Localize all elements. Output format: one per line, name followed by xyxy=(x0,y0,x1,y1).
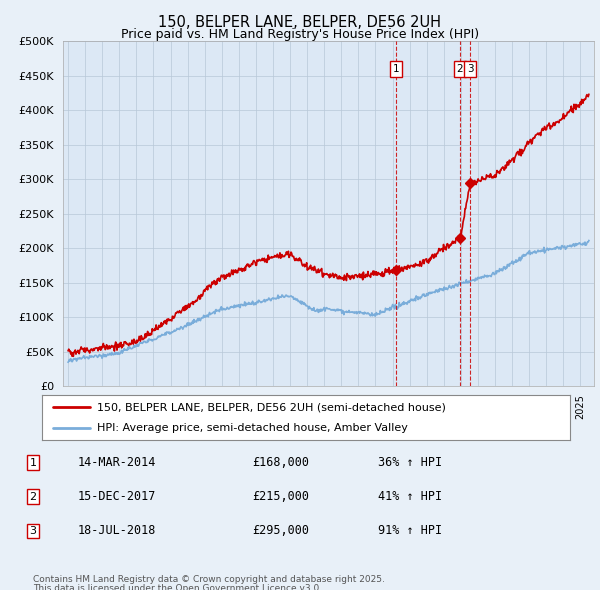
Text: 91% ↑ HPI: 91% ↑ HPI xyxy=(378,525,442,537)
Text: 3: 3 xyxy=(467,64,473,74)
Text: 150, BELPER LANE, BELPER, DE56 2UH: 150, BELPER LANE, BELPER, DE56 2UH xyxy=(158,15,442,30)
Text: 36% ↑ HPI: 36% ↑ HPI xyxy=(378,456,442,469)
Text: 14-MAR-2014: 14-MAR-2014 xyxy=(78,456,157,469)
Text: 18-JUL-2018: 18-JUL-2018 xyxy=(78,525,157,537)
Text: 1: 1 xyxy=(392,64,399,74)
Text: 150, BELPER LANE, BELPER, DE56 2UH (semi-detached house): 150, BELPER LANE, BELPER, DE56 2UH (semi… xyxy=(97,402,446,412)
Text: Contains HM Land Registry data © Crown copyright and database right 2025.: Contains HM Land Registry data © Crown c… xyxy=(33,575,385,584)
Text: £295,000: £295,000 xyxy=(252,525,309,537)
Text: £215,000: £215,000 xyxy=(252,490,309,503)
Text: 15-DEC-2017: 15-DEC-2017 xyxy=(78,490,157,503)
Text: 41% ↑ HPI: 41% ↑ HPI xyxy=(378,490,442,503)
Text: 1: 1 xyxy=(29,458,37,467)
Text: This data is licensed under the Open Government Licence v3.0.: This data is licensed under the Open Gov… xyxy=(33,584,322,590)
Text: HPI: Average price, semi-detached house, Amber Valley: HPI: Average price, semi-detached house,… xyxy=(97,422,409,432)
Text: 2: 2 xyxy=(29,492,37,502)
Text: 3: 3 xyxy=(29,526,37,536)
Text: £168,000: £168,000 xyxy=(252,456,309,469)
Text: 2: 2 xyxy=(457,64,463,74)
Text: Price paid vs. HM Land Registry's House Price Index (HPI): Price paid vs. HM Land Registry's House … xyxy=(121,28,479,41)
